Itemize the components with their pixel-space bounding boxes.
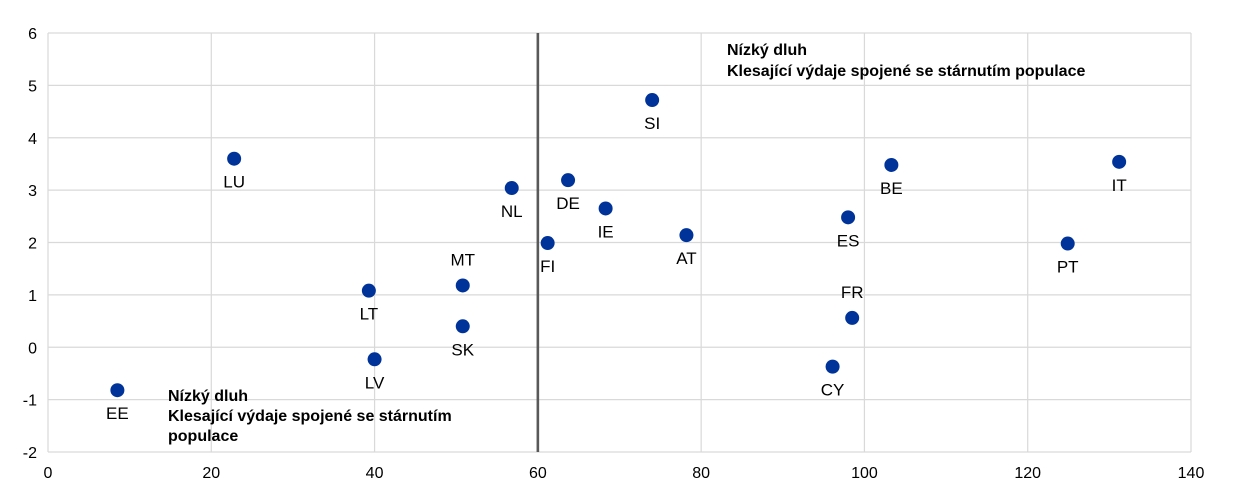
data-label: LU [223,173,245,192]
annotation-top-right: Nízký dluh Klesající výdaje spojené se s… [727,42,1085,80]
y-tick-label: 2 [28,236,37,253]
data-point [561,173,576,188]
annotation-line: Klesající výdaje spojené se stárnutím po… [727,63,1085,80]
data-label: IT [1112,176,1127,195]
y-tick-label: -2 [23,445,37,462]
data-point [841,210,856,225]
annotation-line: Klesající výdaje spojené se stárnutím [168,408,452,425]
data-point [110,383,125,398]
data-label: SK [451,340,474,359]
y-tick-label: 1 [28,288,37,305]
x-tick-label: 140 [1178,465,1205,482]
data-label: LV [365,373,385,392]
y-tick-label: 0 [28,340,37,357]
x-tick-label: 100 [851,465,878,482]
data-point [679,228,694,243]
x-tick-label: 60 [529,465,547,482]
data-label: IE [598,222,614,241]
data-point [1060,236,1075,251]
data-point [367,352,382,367]
data-label: ES [837,231,860,250]
data-point [455,319,470,334]
annotation-line: populace [168,428,238,445]
data-point [645,93,660,108]
y-tick-label: 3 [28,183,37,200]
data-label: NL [501,202,523,221]
data-point [504,181,519,196]
data-point [1112,154,1127,169]
data-point [825,359,840,374]
data-labels: EE LU LT LV MT SK NL FI DE IE SI AT CY ES FR BE PT IT [106,114,1127,423]
data-point [884,157,899,172]
x-tick-label: 80 [692,465,710,482]
data-point [361,283,376,298]
data-label: EE [106,404,129,423]
x-tick-label: 120 [1014,465,1041,482]
annotation-line: Nízký dluh [168,388,248,405]
data-label: AT [676,249,696,268]
data-label: DE [556,194,580,213]
annotation-bottom-left: Nízký dluh Klesající výdaje spojené se s… [168,388,456,445]
data-label: LT [360,305,379,324]
data-label: BE [880,179,903,198]
y-tick-label: 4 [28,131,37,148]
data-label: FR [841,283,864,302]
annotation-line: Nízký dluh [727,42,807,59]
data-point [598,201,613,216]
data-point [227,151,242,166]
y-tick-label: 5 [28,78,37,95]
x-tick-label: 40 [366,465,384,482]
data-point [540,236,555,251]
x-tick-label: 0 [44,465,53,482]
data-point [845,310,860,325]
y-tick-label: 6 [28,26,37,43]
data-label: FI [540,257,555,276]
data-points [110,93,1127,398]
data-label: SI [644,114,660,133]
y-tick-label: -1 [23,393,37,410]
data-label: MT [450,250,475,269]
data-label: PT [1057,258,1079,277]
x-tick-label: 20 [202,465,220,482]
data-label: CY [821,381,845,400]
annotations: Nízký dluh Klesající výdaje spojené se s… [168,42,1085,445]
data-point [455,278,470,293]
